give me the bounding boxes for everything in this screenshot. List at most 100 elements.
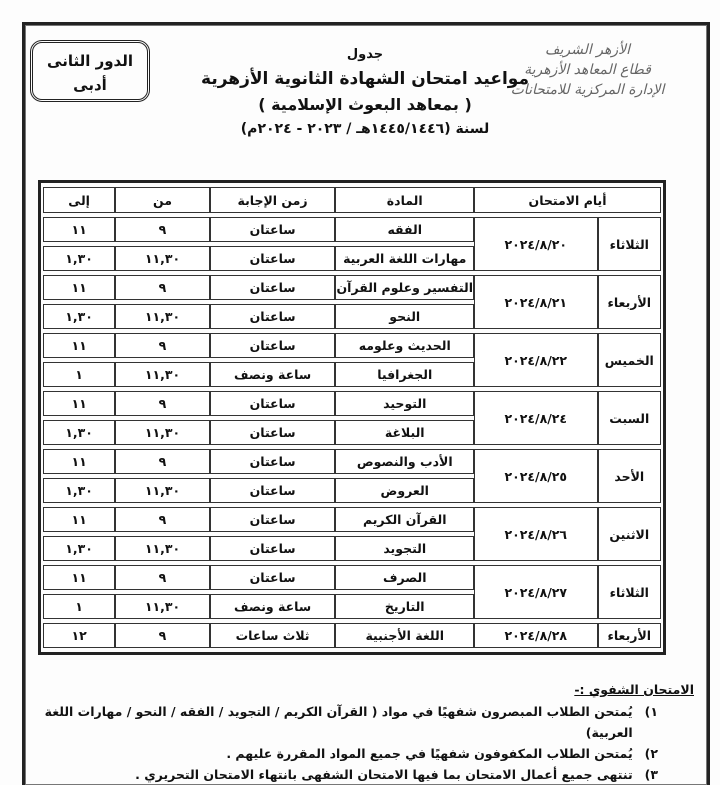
exam-round-box: الدور الثانى أدبى xyxy=(30,40,150,102)
cell-to: ١١ xyxy=(43,275,116,300)
cell-subject: التفسير وعلوم القرآن xyxy=(335,275,475,300)
document-title-block: جدول مواعيد امتحان الشهادة الثانوية الأز… xyxy=(175,42,555,142)
cell-day: الأحد xyxy=(597,449,661,503)
table-body: الثلاثاء ٢٠٢٤/٨/٢٠ الفقه ساعتان ٩ ١١ مهارات ال… xyxy=(43,217,661,648)
cell-day: الخميس xyxy=(597,333,661,387)
cell-to: ١,٣٠ xyxy=(43,304,116,329)
oral-exam-item: ٢) يُمتحن الطلاب المكفوفون شفهيًا في جميع… xyxy=(18,743,658,764)
cell-from: ١١,٣٠ xyxy=(115,536,210,561)
cell-from: ٩ xyxy=(115,565,210,590)
cell-day: الثلاثاء xyxy=(597,217,661,271)
table-row: الثلاثاء ٢٠٢٤/٨/٢٠ الفقه ساعتان ٩ ١١ xyxy=(43,217,661,271)
title-main: مواعيد امتحان الشهادة الثانوية الأزهرية xyxy=(201,69,529,89)
exam-schedule-table: أيام الامتحان المادة زمن الإجابة من إلى … xyxy=(38,180,666,655)
oral-exam-item: ١) يُمتحن الطلاب المبصرون شفهيًا في مواد … xyxy=(18,701,658,743)
cell-to: ١,٣٠ xyxy=(43,536,116,561)
cell-from: ٩ xyxy=(115,275,210,300)
oral-exam-list: ١) يُمتحن الطلاب المبصرون شفهيًا في مواد … xyxy=(18,701,698,785)
cell-subject: النحو xyxy=(335,304,475,329)
cell-from: ١١,٣٠ xyxy=(115,478,210,503)
cell-to: ١١ xyxy=(43,333,116,358)
cell-date: ٢٠٢٤/٨/٢٠ xyxy=(474,217,598,271)
cell-day: الأربعاء xyxy=(597,275,661,329)
cell-subject: البلاغة xyxy=(335,420,475,445)
cell-date: ٢٠٢٤/٨/٢٤ xyxy=(474,391,598,445)
cell-to: ١ xyxy=(43,362,116,387)
cell-subject: العروض xyxy=(335,478,475,503)
cell-date: ٢٠٢٤/٨/٢٨ xyxy=(474,623,598,648)
cell-to: ١ xyxy=(43,594,116,619)
cell-from: ٩ xyxy=(115,449,210,474)
table-row: الأربعاء ٢٠٢٤/٨/٢٨ اللغة الأجنبية ثلاث ساعا… xyxy=(43,623,661,648)
cell-duration: ساعة ونصف xyxy=(209,362,336,387)
table-row: مهارات اللغة العربية ساعتان ١١,٣٠ ١,٣٠ xyxy=(43,246,661,271)
cell-subject: الفقه xyxy=(335,217,475,242)
cell-from: ٩ xyxy=(115,333,210,358)
table-row: الثلاثاء ٢٠٢٤/٨/٢٧ الصرف ساعتان ٩ ١١ xyxy=(43,565,661,619)
header-duration: زمن الإجابة xyxy=(209,187,336,213)
cell-from: ٩ xyxy=(115,217,210,242)
cell-subject: الحديث وعلومه xyxy=(335,333,475,358)
cell-to: ١١ xyxy=(43,449,116,474)
cell-subject: التجويد xyxy=(335,536,475,561)
table-row: الجغرافيا ساعة ونصف ١١,٣٠ ١ xyxy=(43,362,661,387)
item-text: يُمتحن الطلاب المكفوفون شفهيًا في جميع ا… xyxy=(226,746,633,761)
cell-to: ١١ xyxy=(43,565,116,590)
cell-duration: ساعة ونصف xyxy=(209,594,336,619)
cell-subject: الأدب والنصوص xyxy=(335,449,475,474)
cell-duration: ساعتان xyxy=(209,304,336,329)
title-year: لسنة (١٤٤٥/١٤٤٦هـ / ٢٠٢٣ - ٢٠٢٤م) xyxy=(240,121,490,137)
cell-from: ١١,٣٠ xyxy=(115,246,210,271)
cell-subject: الجغرافيا xyxy=(335,362,475,387)
cell-duration: ساعتان xyxy=(209,275,336,300)
item-number: ٣) xyxy=(644,767,658,782)
item-text: تنتهى جميع أعمال الامتحان بما فيها الامت… xyxy=(135,767,633,782)
section-label: أدبى xyxy=(73,76,107,94)
letterhead-line: الإدارة المركزية للامتحانات xyxy=(510,82,665,98)
title-small: جدول xyxy=(346,47,384,62)
cell-duration: ساعتان xyxy=(209,536,336,561)
table-row: النحو ساعتان ١١,٣٠ ١,٣٠ xyxy=(43,304,661,329)
cell-duration: ساعتان xyxy=(209,449,336,474)
cell-duration: ساعتان xyxy=(209,420,336,445)
item-number: ١) xyxy=(644,704,658,719)
cell-duration: ساعتان xyxy=(209,391,336,416)
table-row: العروض ساعتان ١١,٣٠ ١,٣٠ xyxy=(43,478,661,503)
page-frame xyxy=(22,22,710,785)
header-subject: المادة xyxy=(335,187,475,213)
cell-subject: مهارات اللغة العربية xyxy=(335,246,475,271)
cell-duration: ساعتان xyxy=(209,478,336,503)
table-row: الأربعاء ٢٠٢٤/٨/٢١ التفسير وعلوم القرآن ساع… xyxy=(43,275,661,329)
cell-to: ١,٣٠ xyxy=(43,420,116,445)
header-days: أيام الامتحان xyxy=(474,187,661,213)
cell-subject: اللغة الأجنبية xyxy=(335,623,475,648)
cell-to: ١٢ xyxy=(43,623,116,648)
cell-to: ١١ xyxy=(43,507,116,532)
table-row: البلاغة ساعتان ١١,٣٠ ١,٣٠ xyxy=(43,420,661,445)
cell-date: ٢٠٢٤/٨/٢٢ xyxy=(474,333,598,387)
table-row: الأحد ٢٠٢٤/٨/٢٥ الأدب والنصوص ساعتان ٩ ١١ xyxy=(43,449,661,503)
cell-day: الاثنين xyxy=(597,507,661,561)
table-row: التجويد ساعتان ١١,٣٠ ١,٣٠ xyxy=(43,536,661,561)
cell-to: ١,٣٠ xyxy=(43,478,116,503)
item-text: يُمتحن الطلاب المبصرون شفهيًا في مواد ( … xyxy=(44,704,633,740)
table-row: الاثنين ٢٠٢٤/٨/٢٦ القرآن الكريم ساعتان ٩ ١١ xyxy=(43,507,661,561)
round-label: الدور الثانى xyxy=(47,52,133,70)
cell-subject: القرآن الكريم xyxy=(335,507,475,532)
header-from: من xyxy=(115,187,210,213)
cell-to: ١١ xyxy=(43,217,116,242)
cell-from: ٩ xyxy=(115,507,210,532)
azhar-letterhead: الأزهر الشريف قطاع المعاهد الأزهرية الإد… xyxy=(500,40,675,100)
table-row: السبت ٢٠٢٤/٨/٢٤ التوحيد ساعتان ٩ ١١ xyxy=(43,391,661,445)
oral-exam-item: ٣) تنتهى جميع أعمال الامتحان بما فيها الا… xyxy=(18,764,658,785)
cell-duration: ساعتان xyxy=(209,565,336,590)
oral-exam-title: الامتحان الشفوي :- xyxy=(574,682,694,697)
cell-date: ٢٠٢٤/٨/٢٧ xyxy=(474,565,598,619)
table-row: الخميس ٢٠٢٤/٨/٢٢ الحديث وعلومه ساعتان ٩ ١١ xyxy=(43,333,661,387)
cell-date: ٢٠٢٤/٨/٢١ xyxy=(474,275,598,329)
cell-from: ١١,٣٠ xyxy=(115,594,210,619)
cell-to: ١,٣٠ xyxy=(43,246,116,271)
cell-duration: ثلاث ساعات xyxy=(209,623,336,648)
cell-duration: ساعتان xyxy=(209,217,336,242)
cell-from: ١١,٣٠ xyxy=(115,420,210,445)
